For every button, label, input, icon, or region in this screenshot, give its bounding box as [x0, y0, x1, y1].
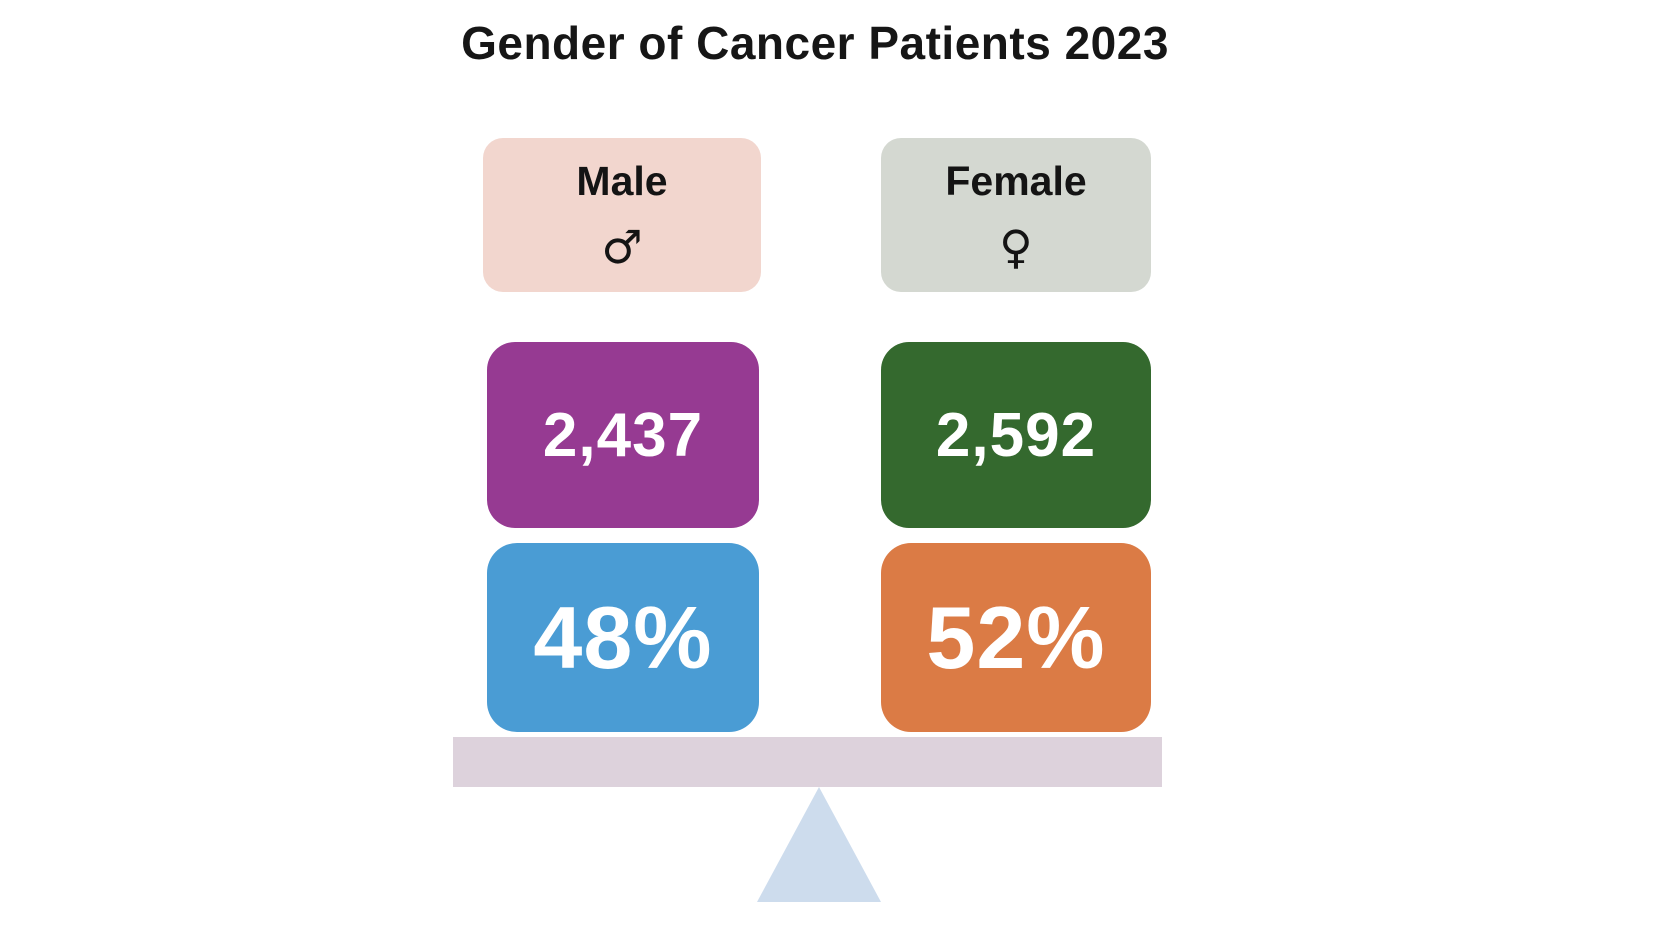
balance-beam: [453, 737, 1162, 787]
female-label: Female: [945, 157, 1087, 204]
female-percent-value: 52%: [926, 587, 1106, 687]
chart-title: Gender of Cancer Patients 2023: [461, 17, 1169, 69]
balance-fulcrum-icon: [757, 787, 881, 902]
female-count-card: 2,592: [881, 342, 1151, 528]
female-percent-card: 52%: [881, 543, 1151, 732]
female-symbol-icon: ♀: [999, 219, 1033, 274]
male-header-card: Male ♂: [483, 138, 761, 292]
female-count-value: 2,592: [935, 400, 1097, 470]
male-count-value: 2,437: [542, 400, 704, 470]
male-symbol-icon: ♂: [601, 219, 643, 274]
male-label: Male: [576, 157, 668, 204]
male-count-card: 2,437: [487, 342, 759, 528]
male-percent-value: 48%: [533, 587, 713, 687]
male-percent-card: 48%: [487, 543, 759, 732]
female-header-card: Female ♀: [881, 138, 1151, 292]
